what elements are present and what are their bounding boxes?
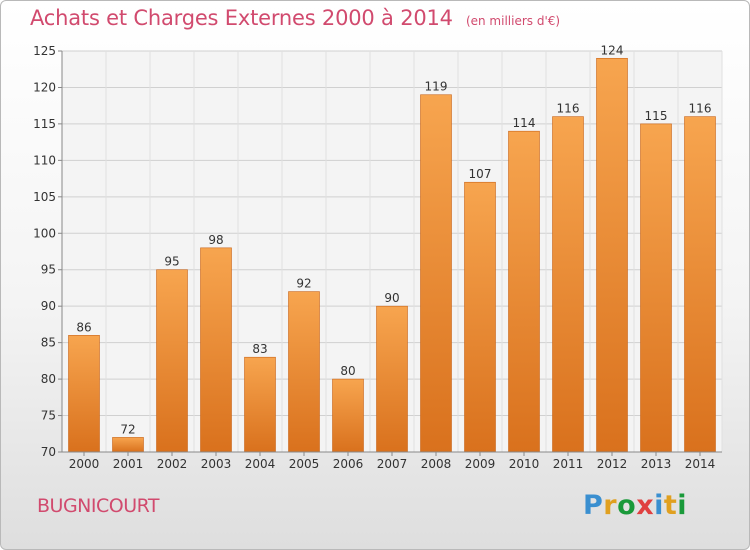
logo-letter: o (617, 490, 637, 521)
bar-2000 (68, 335, 100, 453)
value-label: 95 (164, 255, 179, 269)
x-tick-label: 2001 (113, 457, 144, 471)
bar-2012 (596, 57, 628, 453)
y-tick-label: 75 (41, 409, 56, 423)
bar-2013 (640, 123, 672, 453)
value-label: 72 (120, 422, 135, 436)
y-tick-label: 105 (33, 190, 56, 204)
x-tick-label: 2007 (377, 457, 408, 471)
value-label: 115 (645, 109, 668, 123)
x-tick-label: 2012 (597, 457, 628, 471)
value-label: 92 (296, 277, 311, 291)
title-main: Achats et Charges Externes 2000 à 2014 (30, 6, 453, 30)
x-tick-label: 2005 (289, 457, 320, 471)
value-label: 83 (252, 342, 267, 356)
value-label: 116 (557, 102, 580, 116)
bar-2005 (288, 291, 320, 453)
bar-2014 (684, 116, 716, 453)
value-label: 116 (689, 102, 712, 116)
y-tick-label: 110 (33, 153, 56, 167)
y-tick-label: 90 (41, 299, 56, 313)
y-tick-label: 120 (33, 80, 56, 94)
x-tick-label: 2010 (509, 457, 540, 471)
x-tick-label: 2006 (333, 457, 364, 471)
x-tick-label: 2002 (157, 457, 188, 471)
bar-2006 (332, 378, 364, 453)
y-tick-label: 115 (33, 117, 56, 131)
x-tick-label: 2008 (421, 457, 452, 471)
y-tick-label: 70 (41, 445, 56, 459)
x-tick-label: 2000 (69, 457, 100, 471)
value-label: 107 (469, 167, 492, 181)
y-tick-label: 95 (41, 263, 56, 277)
bar-2008 (420, 94, 452, 453)
bar-2003 (200, 247, 232, 453)
value-label: 90 (384, 291, 399, 305)
x-tick-label: 2011 (553, 457, 584, 471)
value-label: 86 (76, 320, 91, 334)
y-tick-label: 80 (41, 372, 56, 386)
logo-letter: i (677, 490, 688, 521)
y-tick-label: 125 (33, 44, 56, 58)
chart-title: Achats et Charges Externes 2000 à 2014 (… (30, 6, 560, 30)
logo-letter: r (603, 490, 618, 521)
x-tick-label: 2013 (641, 457, 672, 471)
bar-2007 (376, 305, 408, 453)
x-tick-label: 2003 (201, 457, 232, 471)
bar-2004 (244, 356, 276, 453)
title-unit: (en milliers d'€) (465, 14, 561, 28)
logo-letter: P (583, 490, 604, 521)
bar-layer: 86 72 95 98 83 92 80 90 119 107 114 116 124 115 116 (68, 43, 716, 453)
axis-layer: 70 75 80 85 90 95 100 105 110 115 120 125 2000 2001 20… (33, 44, 722, 471)
y-tick-label: 85 (41, 336, 56, 350)
value-label: 124 (601, 43, 624, 57)
proxiti-logo: Proxiti (583, 490, 687, 521)
bar-2002 (156, 269, 188, 453)
value-label: 80 (340, 364, 355, 378)
bar-2010 (508, 130, 540, 453)
logo-letter: t (663, 490, 678, 521)
bar-2001 (112, 437, 144, 453)
bar-2009 (464, 181, 496, 453)
y-tick-label: 100 (33, 226, 56, 240)
commune-name: BUGNICOURT (37, 495, 160, 517)
value-label: 119 (425, 80, 448, 94)
value-label: 98 (208, 233, 223, 247)
bar-2011 (552, 116, 584, 453)
value-label: 114 (513, 116, 536, 130)
logo-letter: i (654, 490, 664, 521)
x-tick-label: 2009 (465, 457, 496, 471)
logo-letter: x (636, 490, 655, 521)
x-tick-label: 2004 (245, 457, 276, 471)
x-tick-label: 2014 (685, 457, 716, 471)
